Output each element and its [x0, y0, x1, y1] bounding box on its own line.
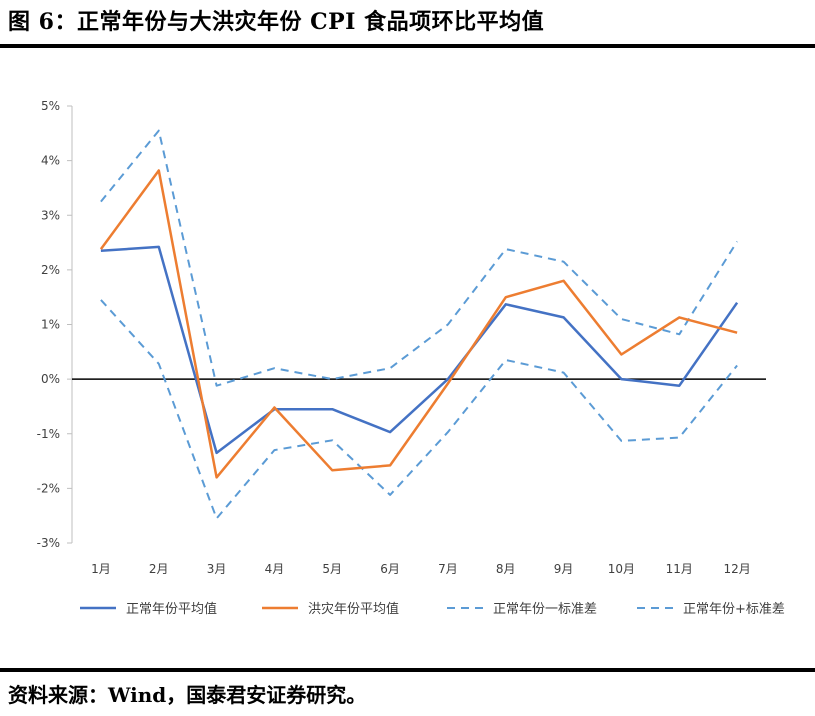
- y-tick-label: 3%: [41, 208, 60, 222]
- legend-label: 正常年份+标准差: [683, 602, 785, 617]
- figure-title: 图 6：正常年份与大洪灾年份 CPI 食品项环比平均值: [8, 9, 545, 35]
- legend-label: 洪灾年份平均值: [308, 601, 399, 617]
- x-tick-label: 5月: [322, 562, 342, 576]
- y-tick-label: -2%: [37, 481, 60, 495]
- legend-label: 正常年份平均值: [126, 601, 217, 617]
- x-tick-label: 6月: [380, 562, 400, 576]
- x-tick-label: 7月: [438, 562, 458, 576]
- x-tick-label: 8月: [496, 562, 516, 576]
- x-tick-label: 1月: [91, 562, 111, 576]
- y-tick-label: 2%: [41, 263, 60, 277]
- line-chart: -3% -2% -1% 0% 1% 2% 3% 4% 5% 1月 2月 3月 4月 5月 6月 7月 8月 9月…: [37, 99, 785, 617]
- x-tick-label: 12月: [723, 562, 750, 576]
- y-axis: -3% -2% -1% 0% 1% 2% 3% 4% 5%: [37, 99, 73, 550]
- series-line-4: [100, 129, 738, 387]
- series-lines: [99, 129, 739, 520]
- y-tick-label: -3%: [37, 536, 60, 550]
- x-axis: 1月 2月 3月 4月 5月 6月 7月 8月 9月 10月 11月 12月: [72, 378, 766, 576]
- legend-label: 正常年份一标准差: [493, 602, 597, 617]
- series-line-2: [99, 169, 738, 479]
- x-tick-label: 4月: [265, 562, 285, 576]
- y-tick-label: 1%: [41, 318, 60, 332]
- legend: 正常年份平均值 洪灾年份平均值 正常年份一标准差 正常年份+标准差: [80, 601, 785, 617]
- x-tick-label: 10月: [608, 562, 635, 576]
- series-line-3: [100, 299, 738, 520]
- series-line-1: [100, 245, 739, 455]
- x-tick-label: 9月: [554, 562, 574, 576]
- x-tick-label: 11月: [666, 562, 693, 576]
- y-tick-label: -1%: [37, 427, 60, 441]
- y-tick-label: 4%: [41, 154, 60, 168]
- y-tick-label: 0%: [41, 372, 60, 386]
- x-tick-label: 3月: [207, 562, 227, 576]
- top-rule: [0, 44, 815, 48]
- y-tick-label: 5%: [41, 99, 60, 113]
- source-note: 资料来源：Wind，国泰君安证券研究。: [8, 683, 367, 707]
- x-tick-label: 2月: [149, 562, 169, 576]
- bottom-rule: [0, 668, 815, 672]
